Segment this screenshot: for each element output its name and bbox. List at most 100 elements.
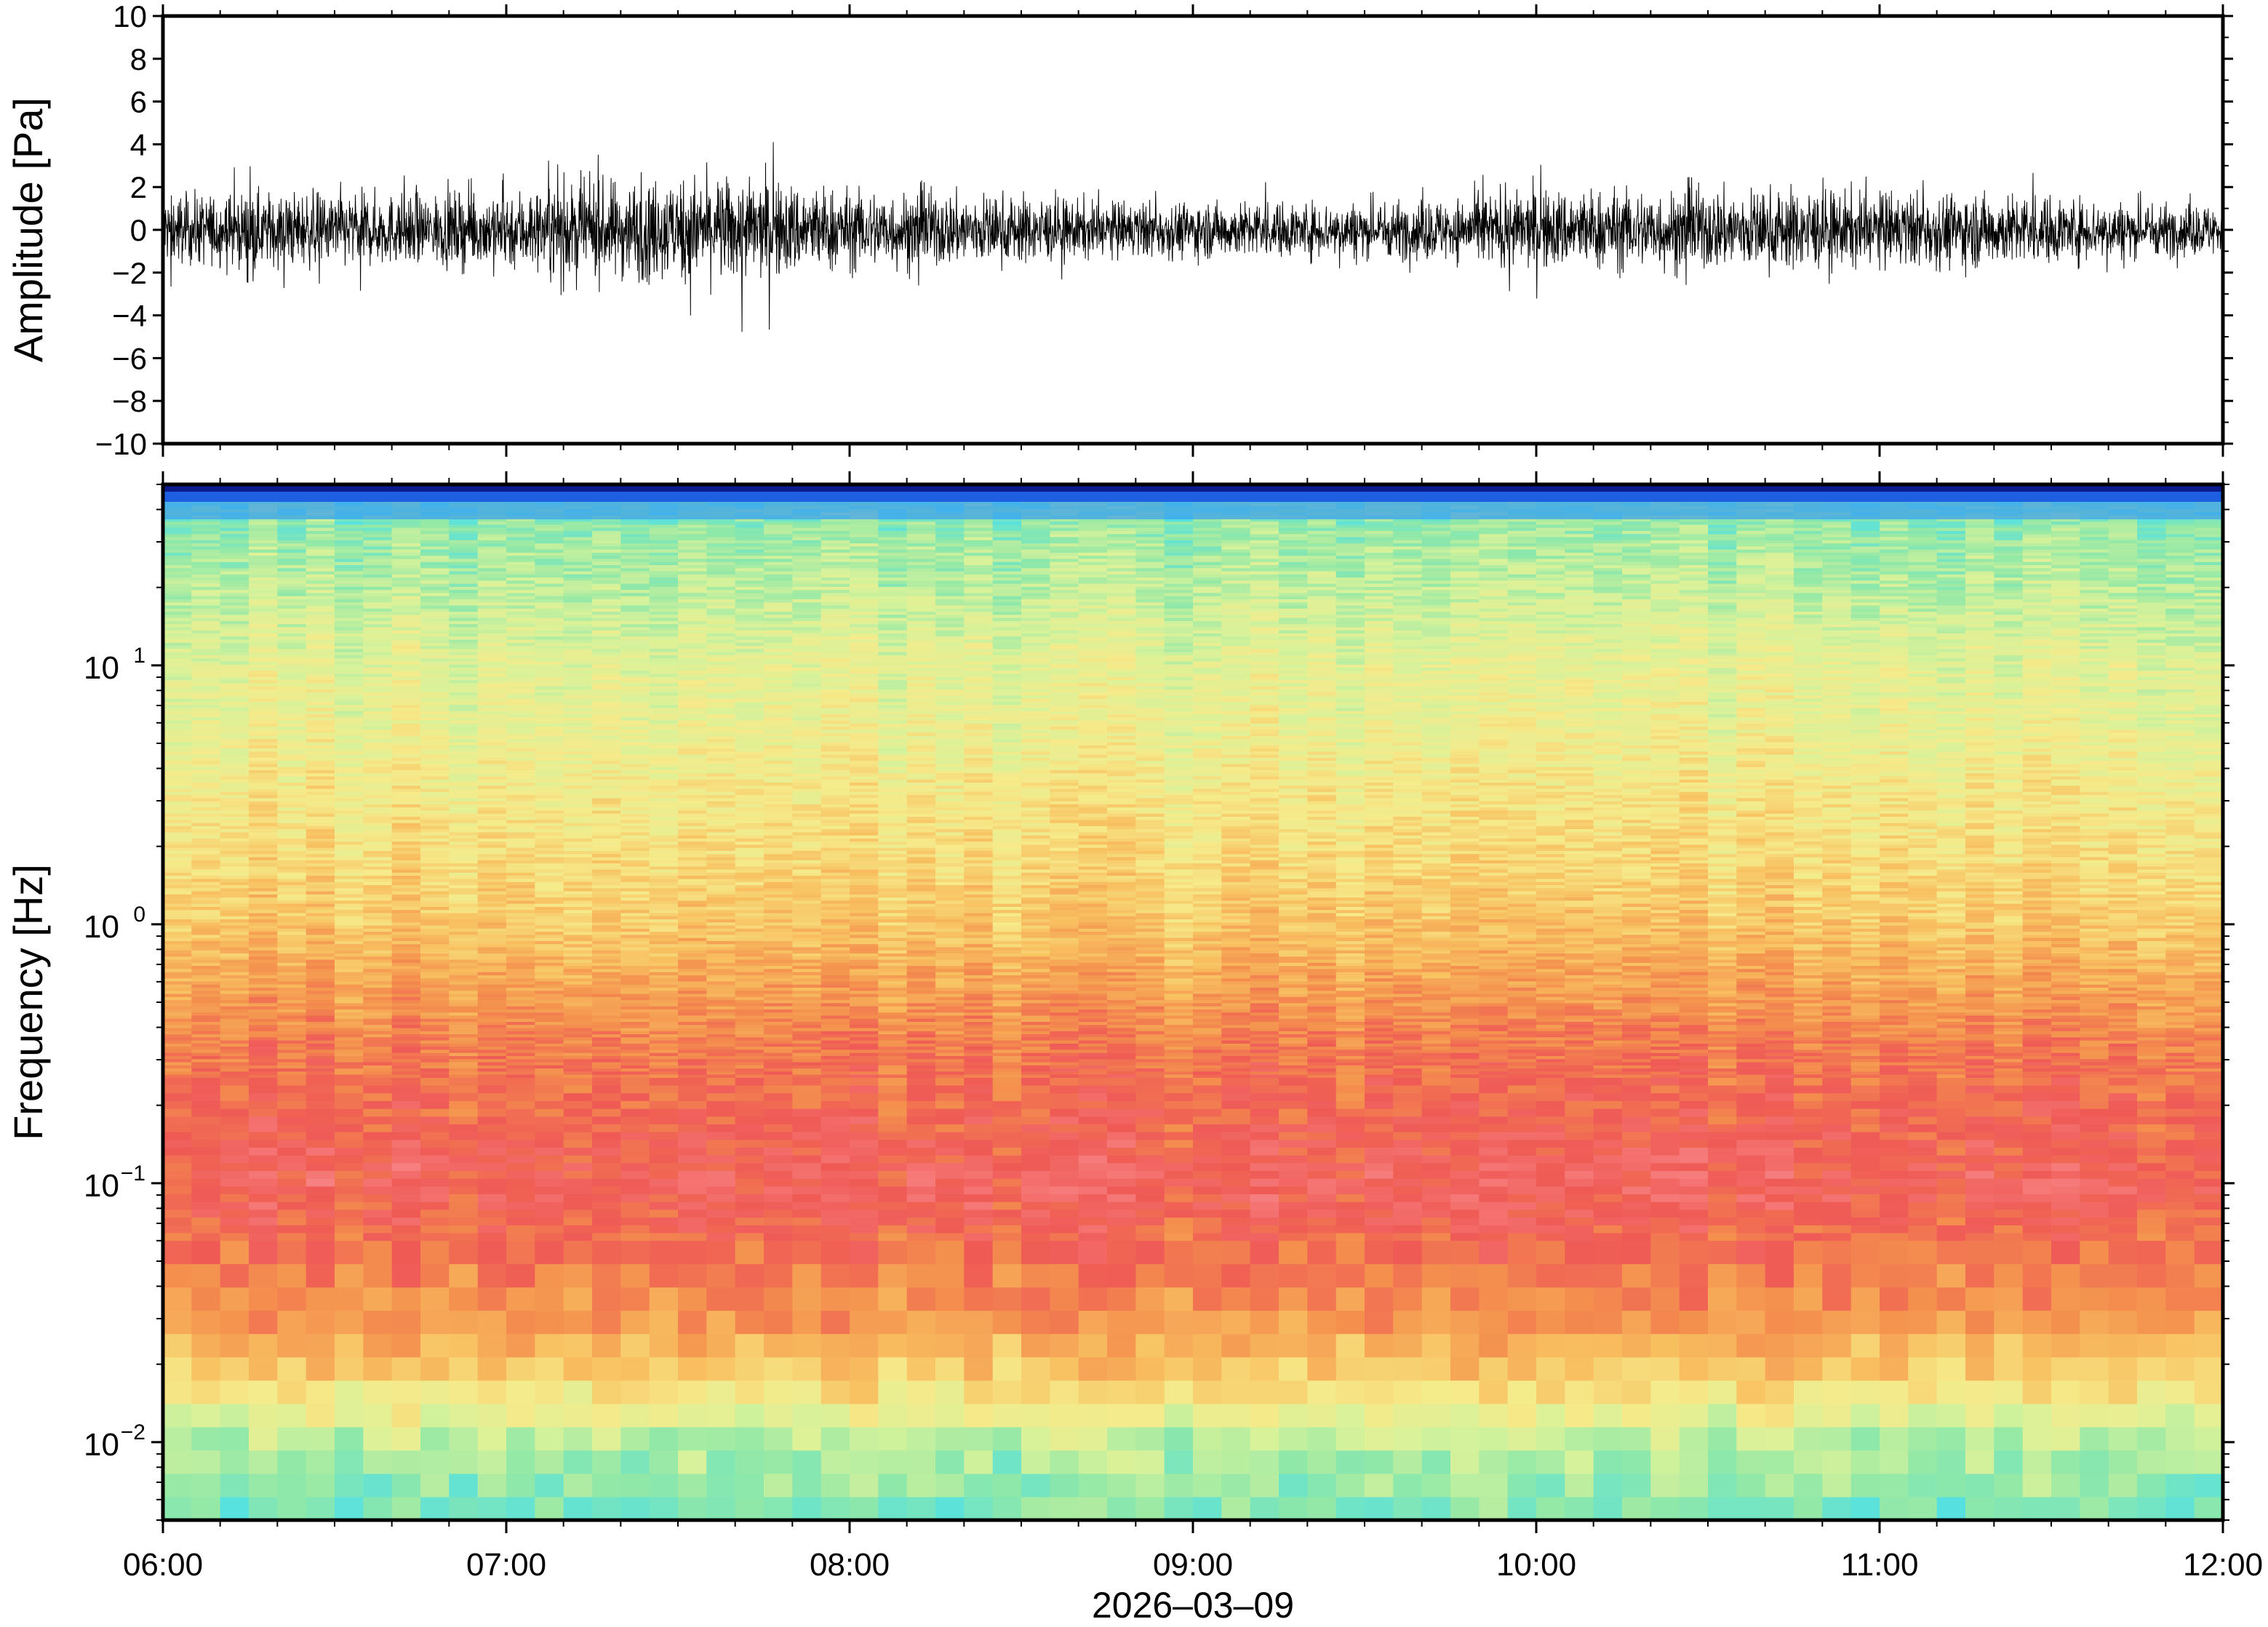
spectrogram-cell xyxy=(592,1100,621,1108)
spectrogram-cell xyxy=(306,574,335,577)
spectrogram-cell xyxy=(163,854,192,858)
spectrogram-cell xyxy=(735,935,764,938)
spectrogram-cell xyxy=(277,1450,306,1474)
spectrogram-cell xyxy=(535,1025,564,1028)
spectrogram-cell xyxy=(678,602,707,606)
spectrogram-cell xyxy=(564,1040,593,1044)
spectrogram-cell xyxy=(506,847,535,851)
spectrogram-cell xyxy=(306,782,335,785)
spectrogram-cell xyxy=(535,689,564,692)
spectrogram-cell xyxy=(392,872,421,876)
spectrogram-cell xyxy=(277,537,306,540)
spectrogram-cell xyxy=(277,1059,306,1063)
spectrogram-cell xyxy=(678,534,707,537)
spectrogram-cell xyxy=(449,757,478,761)
spectrogram-cell xyxy=(163,1021,192,1025)
spectrogram-cell xyxy=(620,686,650,689)
spectrogram-cell xyxy=(678,932,707,935)
spectrogram-cell xyxy=(449,791,478,795)
spectrogram-cell xyxy=(764,813,793,817)
spectrogram-cell xyxy=(191,1037,220,1041)
spectrogram-cell xyxy=(564,630,593,633)
spectrogram-cell xyxy=(306,732,335,736)
spectrogram-cell xyxy=(706,639,735,643)
spectrogram-cell xyxy=(163,1093,192,1101)
spectrogram-cell xyxy=(392,928,421,932)
spectrogram-cell xyxy=(478,1357,507,1381)
spectrogram-cell xyxy=(535,708,564,711)
spectrogram-cell xyxy=(478,605,507,609)
spectrogram-cell xyxy=(449,1287,478,1311)
spectrogram-cell xyxy=(592,956,621,960)
spectrogram-cell xyxy=(535,727,564,730)
spectrogram-cell xyxy=(335,1225,364,1233)
spectrogram-cell xyxy=(306,888,335,892)
spectrogram-cell xyxy=(620,767,650,770)
spectrogram-cell xyxy=(764,785,793,789)
spectrogram-cell xyxy=(620,577,650,580)
spectrogram-cell xyxy=(277,1047,306,1050)
spectrogram-cell xyxy=(506,732,535,736)
spectrogram-cell xyxy=(535,959,564,963)
spectrogram-cell xyxy=(249,521,278,525)
spectrogram-cell xyxy=(392,969,421,972)
spectrogram-cell xyxy=(620,661,650,665)
spectrogram-cell xyxy=(650,894,679,898)
spectrogram-cell xyxy=(592,860,621,863)
spectrogram-cell xyxy=(335,1474,364,1498)
spectrogram-cell xyxy=(249,835,278,839)
spectrogram-cell xyxy=(764,798,793,801)
spectrogram-cell xyxy=(392,857,421,860)
spectrogram-cell xyxy=(191,1163,220,1171)
spectrogram-cell xyxy=(592,636,621,640)
spectrogram-cell xyxy=(706,1065,735,1068)
spectrogram-cell xyxy=(335,1068,364,1071)
spectrogram-cell xyxy=(306,1233,335,1241)
spectrogram-cell xyxy=(478,1225,507,1233)
spectrogram-cell xyxy=(564,978,593,982)
spectrogram-cell xyxy=(764,863,793,867)
spectrogram-cell xyxy=(249,549,278,553)
spectrogram-cell xyxy=(163,1006,192,1010)
spectrogram-cell xyxy=(506,671,535,674)
spectrogram-cell xyxy=(506,1028,535,1031)
spectrogram-cell xyxy=(306,559,335,562)
spectrogram-cell xyxy=(706,938,735,941)
spectrogram-cell xyxy=(506,577,535,580)
spectrogram-cell xyxy=(535,617,564,621)
spectrogram-cell xyxy=(678,981,707,985)
spectrogram-cell xyxy=(277,590,306,593)
spectrogram-cell xyxy=(706,568,735,572)
spectrogram-cell xyxy=(735,615,764,618)
spectrogram-cell xyxy=(220,1163,249,1171)
spectrogram-cell xyxy=(678,692,707,696)
spectrogram-cell xyxy=(620,876,650,879)
spectrogram-cell xyxy=(392,1155,421,1163)
spectrogram-cell xyxy=(335,652,364,655)
spectrogram-cell xyxy=(392,624,421,628)
spectrogram-cell xyxy=(163,991,192,994)
spectrogram-cell xyxy=(735,903,764,907)
spectrogram-cell xyxy=(564,602,593,606)
spectrogram-cell xyxy=(735,689,764,692)
spectrogram-cell xyxy=(420,1025,450,1028)
spectrogram-cell xyxy=(650,898,679,901)
spectrogram-cell xyxy=(163,667,192,671)
spectrogram-cell xyxy=(392,1085,421,1093)
spectrogram-cell xyxy=(735,599,764,602)
spectrogram-cell xyxy=(220,761,249,764)
spectrogram-cell xyxy=(163,705,192,708)
spectrogram-cell xyxy=(706,956,735,960)
spectrogram-cell xyxy=(392,627,421,631)
spectrogram-cell xyxy=(650,835,679,839)
spectrogram-cell xyxy=(449,1264,478,1288)
spectrogram-cell xyxy=(249,913,278,916)
spectrogram-cell xyxy=(335,866,364,870)
spectrogram-cell xyxy=(420,546,450,550)
spectrogram-cell xyxy=(449,679,478,683)
spectrogram-cell xyxy=(392,602,421,606)
spectrogram-cell xyxy=(735,884,764,888)
spectrogram-cell xyxy=(592,713,621,717)
spectrogram-cell xyxy=(449,810,478,814)
spectrogram-cell xyxy=(564,540,593,543)
